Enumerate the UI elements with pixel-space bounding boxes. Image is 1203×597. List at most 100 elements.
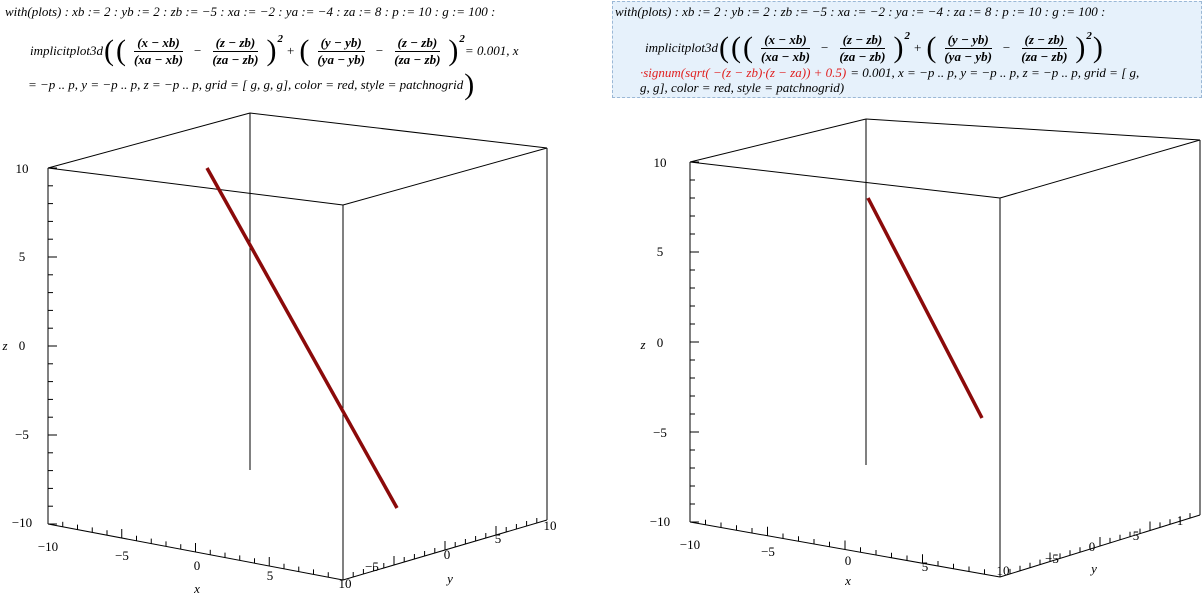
x-tick-label: 5 <box>267 568 274 583</box>
x-tick-label: −5 <box>115 548 129 563</box>
denominator: (xa − xb) <box>133 51 183 67</box>
math-text: ( <box>299 34 310 67</box>
box-edge <box>689 161 1001 199</box>
x-tick-label: −10 <box>38 539 58 554</box>
z-axis-label: z <box>639 337 645 352</box>
command-line: g, g], color = red, style = patchnogrid) <box>640 78 844 98</box>
z-tick-label: 0 <box>657 335 664 350</box>
math-text: ) <box>464 68 475 101</box>
fraction: (x − xb) (xa − xb) <box>758 32 813 65</box>
y-tick-label: 1 <box>1177 513 1184 528</box>
z-tick-label: 10 <box>654 155 667 170</box>
numerator: (x − xb) <box>761 32 810 49</box>
y-tick-label: 5 <box>495 531 502 546</box>
denominator: (za − zb) <box>212 51 259 67</box>
z-tick-label: −5 <box>15 427 29 442</box>
solution-curve <box>866 197 984 419</box>
exponent: 2 <box>904 30 911 42</box>
box-edge <box>47 167 344 206</box>
denominator: (ya − yb) <box>317 51 365 67</box>
x-tick-label: 10 <box>339 576 352 591</box>
z-axis-label: z <box>1 338 7 353</box>
math-text: − <box>1002 40 1011 55</box>
math-text: with(plots) : xb := 2 : yb := 2 : zb := … <box>615 4 1106 19</box>
fraction: (y − yb) (ya − yb) <box>314 35 368 68</box>
selected-input-box[interactable] <box>612 1 1202 98</box>
math-text: − <box>821 40 829 55</box>
command-line: with(plots) : xb := 2 : yb := 2 : zb := … <box>5 2 495 22</box>
y-tick-label: 0 <box>444 547 451 562</box>
numerator: (z − zb) <box>839 32 886 49</box>
command-line: = −p .. p, y = −p .. p, z = −p .. p, gri… <box>28 70 475 100</box>
box-edge <box>47 112 251 169</box>
numerator: (z − zb) <box>394 35 441 52</box>
numerator: (y − yb) <box>944 32 992 49</box>
numerator: (x − xb) <box>134 35 183 52</box>
math-text: ) <box>1092 31 1103 64</box>
numerator: (z − zb) <box>212 35 259 52</box>
x-axis-label: x <box>193 581 200 596</box>
math-text: ( <box>742 31 753 64</box>
z-tick-label: 10 <box>16 161 29 176</box>
math-text: ( <box>730 31 741 64</box>
solution-curve <box>205 167 399 509</box>
math-text: implicitplot3d <box>645 40 718 55</box>
x-tick-label: 5 <box>922 559 929 574</box>
fraction: (z − zb) (za − zb) <box>836 32 888 65</box>
math-text: = −p .. p, y = −p .. p, z = −p .. p, gri… <box>28 77 464 92</box>
z-tick-label: 5 <box>19 249 26 264</box>
math-text: ( <box>115 34 126 67</box>
y-tick-label: 0 <box>1089 539 1096 554</box>
box-edge <box>249 112 548 149</box>
math-text: with(plots) : xb := 2 : yb := 2 : zb := … <box>5 4 496 19</box>
math-text: g, g], color = red, style = patchnogrid) <box>640 80 845 95</box>
box-edge <box>999 139 1201 199</box>
exponent: 2 <box>1086 30 1092 42</box>
fraction: (z − zb) (za − zb) <box>209 35 261 68</box>
math-text: ( <box>926 31 937 64</box>
math-text: + <box>914 40 922 55</box>
denominator: (xa − xb) <box>760 48 810 64</box>
x-tick-label: −5 <box>761 544 775 559</box>
command-line: ·signum(sqrt( −(z − zb)·(z − za)) + 0.5)… <box>640 63 1139 83</box>
z-tick-label: −5 <box>653 425 667 440</box>
fraction: (z − zb) (za − zb) <box>391 35 443 68</box>
fraction: (y − yb) (ya − yb) <box>941 32 995 65</box>
denominator: (za − zb) <box>1021 48 1068 64</box>
math-text: = 0.001, x = −p .. p, y = −p .. p, z = −… <box>850 65 1140 80</box>
fraction: (z − zb) (za − zb) <box>1018 32 1070 65</box>
math-text: − <box>194 43 202 58</box>
math-text: = 0.001, x <box>464 43 519 58</box>
command-line: with(plots) : xb := 2 : yb := 2 : zb := … <box>615 2 1105 22</box>
z-tick-label: −10 <box>12 515 32 530</box>
y-axis-label: y <box>1089 561 1097 576</box>
numerator: (y − yb) <box>317 35 365 52</box>
math-text: ) <box>266 34 277 67</box>
x-tick-label: 0 <box>194 558 201 573</box>
y-tick-label: 10 <box>544 518 557 533</box>
y-tick-label: −5 <box>365 559 379 574</box>
box-edge <box>865 118 1201 141</box>
denominator: (za − zb) <box>394 51 441 67</box>
exponent: 2 <box>277 33 284 45</box>
box-edge <box>342 147 548 206</box>
math-text: − <box>375 43 384 58</box>
x-tick-label: 10 <box>997 563 1010 578</box>
exponent: 2 <box>459 33 465 45</box>
denominator: (ya − yb) <box>944 48 992 64</box>
x-tick-label: −10 <box>680 537 700 552</box>
command-line: implicitplot3d((((x − xb) (xa − xb) − (z − … <box>645 28 1104 68</box>
math-text: ( <box>103 34 114 67</box>
y-axis-label: y <box>445 571 453 586</box>
fraction: (x − xb) (xa − xb) <box>131 35 186 68</box>
math-text: + <box>287 43 295 58</box>
denominator: (za − zb) <box>839 48 886 64</box>
x-tick-label: 0 <box>845 553 852 568</box>
command-line: implicitplot3d(((x − xb) (xa − xb) − (z − z… <box>30 31 518 71</box>
math-text: ) <box>1075 31 1086 64</box>
box-edge <box>689 118 867 163</box>
numerator: (z − zb) <box>1021 32 1068 49</box>
y-tick-label: 5 <box>1133 528 1140 543</box>
math-text: ( <box>718 31 729 64</box>
